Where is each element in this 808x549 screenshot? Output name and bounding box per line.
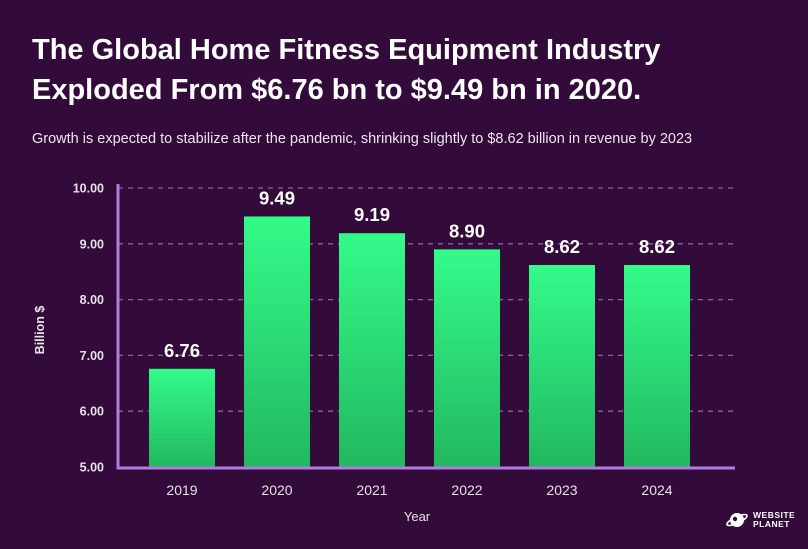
chart-subtitle: Growth is expected to stabilize after th… bbox=[32, 131, 693, 147]
website-planet-logo: WEBSITE PLANET bbox=[726, 509, 795, 531]
title-line-2: Exploded From $6.76 bn to $9.49 bn in 20… bbox=[32, 74, 642, 106]
data-label: 6.76 bbox=[164, 340, 200, 361]
y-tick-label: 6.00 bbox=[80, 405, 104, 419]
bar-2019 bbox=[149, 368, 215, 467]
title-line-1: The Global Home Fitness Equipment Indust… bbox=[32, 34, 661, 66]
data-label: 8.62 bbox=[639, 236, 675, 257]
x-tick-label: 2024 bbox=[641, 482, 672, 498]
bar-2024 bbox=[624, 265, 690, 467]
logo-line-1: WEBSITE bbox=[753, 510, 796, 520]
x-axis-title: Year bbox=[404, 509, 431, 524]
x-tick-label: 2019 bbox=[166, 482, 197, 498]
planet-icon bbox=[726, 513, 748, 527]
y-tick-label: 9.00 bbox=[80, 237, 104, 251]
bar-2023 bbox=[529, 265, 595, 467]
x-tick-label: 2020 bbox=[261, 482, 292, 498]
y-axis-title: Billion $ bbox=[33, 306, 47, 355]
data-label: 8.90 bbox=[449, 220, 485, 241]
x-tick-label: 2023 bbox=[546, 482, 577, 498]
axes bbox=[116, 184, 735, 470]
data-label: 9.49 bbox=[259, 187, 295, 208]
x-tick-label: 2022 bbox=[451, 482, 482, 498]
y-tick-label: 10.00 bbox=[73, 182, 104, 196]
y-tick-label: 7.00 bbox=[80, 349, 104, 363]
chart-title: The Global Home Fitness Equipment Indust… bbox=[32, 30, 792, 110]
data-label: 9.19 bbox=[354, 204, 390, 225]
bar-2021 bbox=[339, 233, 405, 467]
y-tick-label: 8.00 bbox=[80, 293, 104, 307]
y-tick-label: 5.00 bbox=[80, 461, 104, 475]
bar-2020 bbox=[244, 216, 310, 467]
data-label: 8.62 bbox=[544, 236, 580, 257]
x-tick-label: 2021 bbox=[356, 482, 387, 498]
bar-2022 bbox=[434, 249, 500, 467]
logo-line-2: PLANET bbox=[753, 519, 790, 529]
labels: 5.00 6.00 7.00 8.00 9.00 10.00 6.76 2019 9.49 202… bbox=[33, 182, 675, 525]
bars bbox=[149, 216, 690, 467]
logo-text: WEBSITE PLANET bbox=[753, 511, 795, 529]
